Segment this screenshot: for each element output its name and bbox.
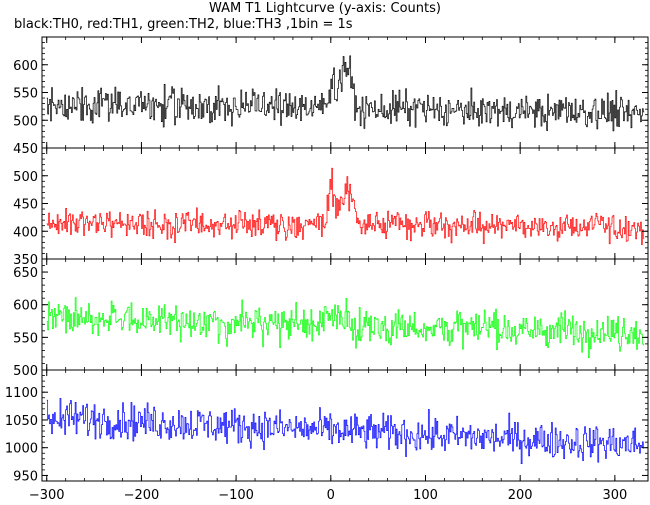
y-tick-label: 500	[13, 114, 38, 129]
y-tick-label: 550	[13, 87, 38, 102]
chart-subtitle: black:TH0, red:TH1, green:TH2, blue:TH3 …	[14, 17, 353, 32]
y-tick-label: 450	[13, 142, 38, 157]
y-tick-label: 550	[13, 331, 38, 346]
y-tick-label: 1000	[5, 442, 38, 457]
y-tick-label: 450	[13, 198, 38, 213]
y-tick-label: 500	[13, 170, 38, 185]
y-tick-label: 350	[13, 253, 38, 268]
y-tick-label: 600	[13, 59, 38, 74]
x-tick-label: 200	[508, 488, 533, 503]
y-tick-label: 1100	[5, 386, 38, 401]
x-tick-label: 100	[413, 488, 438, 503]
panel-frame-th1	[41, 147, 649, 260]
series-line-th3	[46, 398, 645, 465]
y-tick-label: 650	[13, 266, 38, 281]
series-line-th1	[46, 167, 645, 245]
y-tick-label: 1050	[5, 414, 38, 429]
y-tick-label: 600	[13, 299, 38, 314]
x-tick-label: −300	[29, 488, 65, 503]
series-line-th0	[46, 55, 645, 132]
series-line-th2	[46, 297, 645, 358]
panel-frame-th0	[41, 36, 649, 149]
x-tick-label: 0	[327, 488, 335, 503]
x-tick-label: −100	[218, 488, 254, 503]
y-tick-label: 500	[13, 364, 38, 379]
y-tick-label: 950	[13, 469, 38, 484]
y-tick-label: 400	[13, 225, 38, 240]
x-tick-label: −200	[124, 488, 160, 503]
chart-title: WAM T1 Lightcurve (y-axis: Counts)	[209, 1, 441, 16]
x-tick-label: 300	[602, 488, 627, 503]
